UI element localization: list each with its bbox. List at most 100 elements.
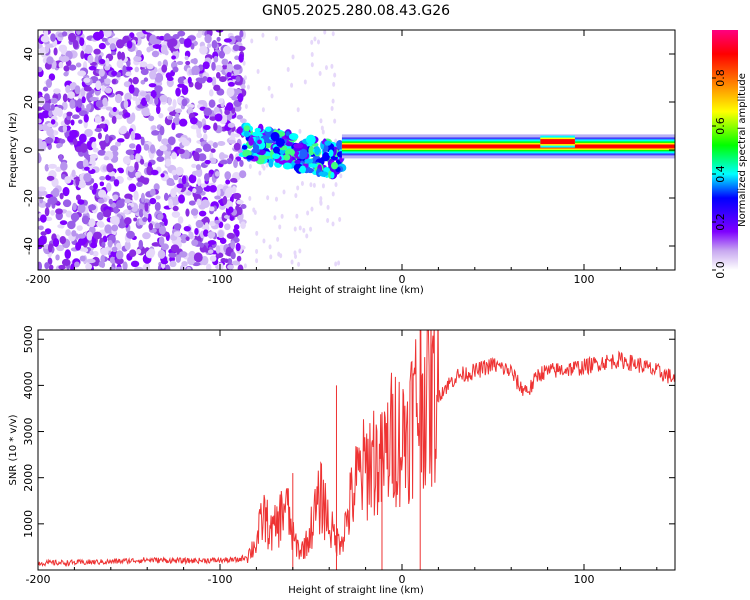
noise-dot <box>173 223 182 231</box>
noise-dot <box>44 163 49 172</box>
noise-dot <box>242 60 246 66</box>
snr-panel: -200 -100 0 100 1000 2000 3000 4000 5000 Height … <box>8 325 676 596</box>
noise-dot <box>230 131 236 140</box>
noise-dot <box>185 60 191 66</box>
noise-dot <box>228 206 234 213</box>
noise-dot <box>225 179 231 185</box>
noise-dot <box>230 251 236 260</box>
noise-dot <box>171 169 177 176</box>
noise-dot <box>161 138 169 145</box>
transition-blob <box>285 131 290 137</box>
noise-dot <box>250 38 254 44</box>
spectrogram-heatmap <box>38 30 675 270</box>
noise-dot <box>195 164 202 171</box>
noise-dot <box>179 264 185 270</box>
noise-dot <box>171 55 176 60</box>
noise-dot <box>142 216 148 222</box>
noise-dot <box>180 238 187 244</box>
noise-dot <box>178 118 188 127</box>
noise-dot <box>232 44 240 52</box>
noise-dot <box>77 237 87 246</box>
noise-dot <box>194 227 199 235</box>
noise-dot <box>76 98 83 108</box>
noise-dot <box>212 142 218 149</box>
noise-dot <box>89 136 97 143</box>
noise-dot <box>158 35 166 41</box>
noise-dot <box>118 168 124 174</box>
transition-blob <box>330 171 335 179</box>
noise-dot <box>44 207 50 217</box>
noise-dot <box>148 223 154 231</box>
noise-dot <box>130 260 140 268</box>
noise-dot <box>295 213 299 219</box>
noise-dot <box>177 216 184 224</box>
noise-dot <box>267 85 271 91</box>
noise-dot <box>204 159 211 165</box>
noise-dot <box>44 262 50 270</box>
noise-dot <box>58 61 64 69</box>
spectrogram-xtick-label: 0 <box>399 273 406 286</box>
transition-blob <box>243 125 250 132</box>
noise-dot <box>175 166 184 176</box>
transition-blob <box>248 136 254 146</box>
transition-blob <box>273 146 280 154</box>
noise-dot <box>140 136 145 146</box>
noise-dot <box>52 238 60 247</box>
noise-dot <box>59 192 64 200</box>
snr-ytick-label: 1000 <box>22 510 35 538</box>
transition-blob <box>268 158 274 168</box>
noise-dot <box>111 51 117 56</box>
noise-dot <box>96 221 101 227</box>
noise-dot <box>224 223 231 231</box>
noise-dot <box>104 209 112 218</box>
noise-dot <box>175 254 182 263</box>
noise-dot <box>167 136 176 146</box>
noise-dot <box>140 79 146 85</box>
noise-dot <box>298 128 302 134</box>
noise-dot <box>201 218 209 223</box>
noise-dot <box>123 209 130 215</box>
noise-dot <box>298 225 302 231</box>
transition-blob <box>294 159 301 165</box>
noise-dot <box>88 204 97 211</box>
noise-dot <box>77 180 87 189</box>
colorbar-tick-label: 0.0 <box>714 261 727 279</box>
noise-dot <box>58 44 68 53</box>
noise-dot <box>233 64 242 70</box>
noise-dot <box>83 44 93 55</box>
noise-dot <box>171 200 178 206</box>
noise-dot <box>159 145 168 152</box>
noise-dot <box>151 125 157 131</box>
noise-dot <box>95 99 104 108</box>
noise-dot <box>187 256 196 266</box>
noise-dot <box>199 45 208 55</box>
noise-dot <box>139 61 148 68</box>
noise-dot <box>140 97 148 107</box>
noise-dot <box>88 218 96 228</box>
noise-dot <box>206 76 213 83</box>
noise-dot <box>104 224 112 234</box>
noise-dot <box>190 208 199 216</box>
noise-dot <box>135 171 142 178</box>
chart-title: GN05.2025.280.08.43.G26 <box>262 3 450 19</box>
colorbar-gradient <box>712 30 738 270</box>
noise-dot <box>79 255 86 262</box>
noise-dot <box>89 96 98 102</box>
colorbar-tick-label: 0.2 <box>714 213 727 231</box>
noise-dot <box>172 34 180 40</box>
transition-blob <box>254 127 262 133</box>
noise-dot <box>123 99 129 109</box>
noise-dot <box>309 182 313 188</box>
transition-blob <box>270 131 280 142</box>
noise-dot <box>48 264 54 270</box>
noise-dot <box>105 57 110 67</box>
noise-dot <box>165 264 171 270</box>
noise-dot <box>195 147 203 153</box>
noise-dot <box>219 154 229 159</box>
noise-dot <box>89 250 94 256</box>
noise-dot <box>60 161 68 171</box>
noise-dot <box>142 232 151 240</box>
noise-dot <box>237 264 244 270</box>
noise-dot <box>155 195 161 200</box>
